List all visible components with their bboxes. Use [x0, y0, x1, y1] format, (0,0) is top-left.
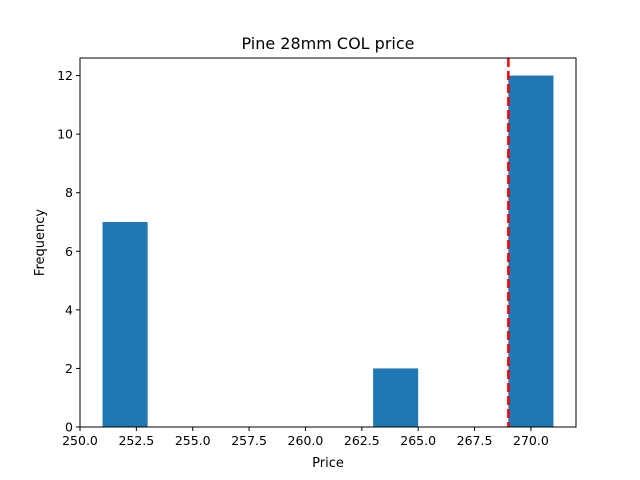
x-tick-label: 262.5: [344, 433, 380, 448]
y-axis-label: Frequency: [33, 209, 48, 276]
x-tick-label: 267.5: [457, 433, 493, 448]
x-tick-label: 250.0: [62, 433, 98, 448]
x-tick-label: 270.0: [513, 433, 549, 448]
x-tick-label: 265.0: [400, 433, 436, 448]
y-tick-label: 12: [57, 68, 73, 83]
x-tick-label: 260.0: [288, 433, 324, 448]
plot-frame: [79, 57, 577, 428]
x-tick-label: 252.5: [118, 433, 154, 448]
x-axis-ticks: 250.0 252.5 255.0 257.5 260.0 262.5 265.0 267.5…: [62, 427, 549, 448]
x-tick-label: 257.5: [231, 433, 267, 448]
y-tick-label: 0: [65, 420, 73, 435]
x-tick-label: 255.0: [175, 433, 211, 448]
y-tick-label: 10: [57, 127, 73, 142]
histogram-bar: [102, 222, 148, 427]
histogram-bar: [373, 368, 419, 427]
y-axis-ticks: 0 2 4 6 8 10 12: [57, 68, 80, 435]
x-axis-label: Price: [312, 456, 344, 471]
chart-title: Pine 28mm COL price: [241, 34, 414, 53]
y-tick-label: 6: [65, 244, 73, 259]
y-tick-label: 4: [65, 302, 73, 317]
y-tick-label: 2: [65, 361, 73, 376]
bars-group: [102, 75, 554, 428]
y-tick-label: 8: [65, 185, 73, 200]
histogram-bar: [508, 75, 554, 428]
